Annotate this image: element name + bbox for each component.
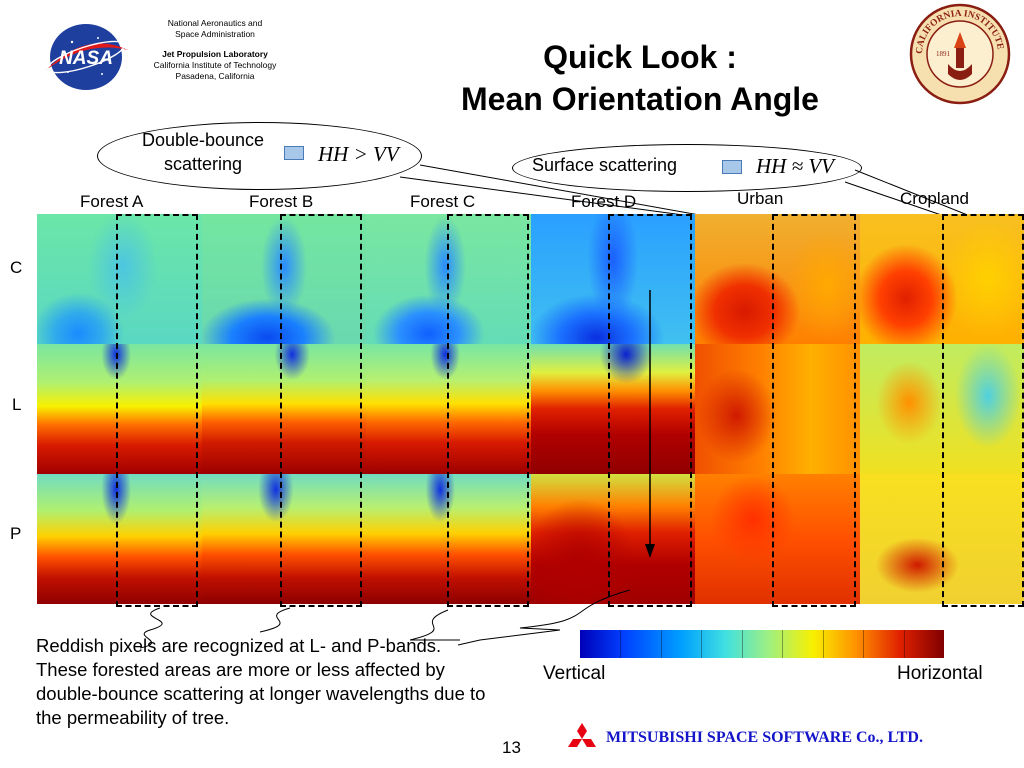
caltech-seal-logo: CALIFORNIA INSTITUTE OF TECHNOLOGY 1891 (904, 0, 1012, 106)
orientation-image (37, 214, 202, 344)
cropland-region-box (942, 214, 1024, 607)
column-label-forest-a: Forest A (80, 192, 144, 211)
colorbar (580, 630, 944, 658)
column-label-forest-c: Forest C (410, 192, 476, 211)
orientation-image (37, 344, 202, 474)
colorbar-min-label: Vertical (543, 663, 606, 684)
band-label-c: C (10, 258, 23, 277)
double-bounce-label-line2: scattering (163, 154, 243, 174)
right-arrow-icon (722, 160, 742, 174)
svg-text:NASA: NASA (59, 48, 113, 69)
orientation-image (530, 344, 695, 474)
caption-text: Reddish pixels are recognized at L- and … (36, 635, 486, 728)
nasa-logo: NASA (40, 22, 132, 92)
image-row-l-band (37, 344, 1024, 474)
mitsubishi-logo (565, 722, 599, 754)
agency-info: National Aeronautics and Space Administr… (150, 18, 280, 82)
orientation-image (201, 214, 366, 344)
slide-title: Quick Look : Mean Orientation Angle (380, 36, 900, 120)
orientation-image (530, 214, 695, 344)
agency-name-line1: National Aeronautics and (167, 18, 263, 28)
double-bounce-label: Double-bounce scattering (118, 128, 288, 176)
down-arrow-icon (645, 290, 655, 558)
lab-name: Jet Propulsion Laboratory (162, 49, 268, 59)
surface-scattering-formula: HH ≈ VV (756, 154, 835, 178)
title-line2: Mean Orientation Angle (461, 81, 819, 117)
double-bounce-formula: HH > VV (318, 142, 399, 166)
title-line1: Quick Look : (543, 39, 737, 75)
colorbar-max-label: Horizontal (897, 663, 983, 684)
page-number: 13 (502, 738, 521, 757)
forest-a-region-box (116, 214, 198, 607)
forest-d-region-box (608, 214, 692, 607)
orientation-image (695, 214, 860, 344)
band-label-l: L (12, 395, 22, 414)
forest-b-region-box (280, 214, 362, 607)
orientation-image (695, 474, 860, 604)
double-bounce-label-line1: Double-bounce (141, 130, 265, 150)
surface-scattering-label: Surface scattering (532, 155, 678, 175)
surface-scattering-bubble (512, 144, 862, 192)
orientation-image (859, 344, 1024, 474)
company-name: MITSUBISHI SPACE SOFTWARE Co., LTD. (606, 729, 923, 746)
urban-region-box (772, 214, 856, 607)
orientation-image (37, 474, 202, 604)
orientation-image (201, 474, 366, 604)
svg-text:1891: 1891 (936, 50, 951, 58)
double-bounce-bubble (97, 122, 422, 190)
column-label-cropland: Cropland (900, 189, 969, 208)
orientation-image (859, 214, 1024, 344)
orientation-image (201, 344, 366, 474)
right-arrow-icon (284, 146, 304, 160)
institute-location: Pasadena, California (175, 71, 255, 81)
orientation-image (859, 474, 1024, 604)
forest-c-region-box (447, 214, 529, 607)
column-label-forest-d: Forest D (571, 192, 637, 211)
institute-name: California Institute of Technology (153, 60, 277, 70)
band-label-p: P (10, 524, 22, 543)
agency-name-line2: Space Administration (175, 29, 255, 39)
column-label-urban: Urban (737, 189, 784, 208)
orientation-image (530, 474, 695, 604)
column-label-forest-b: Forest B (249, 192, 314, 211)
orientation-image (695, 344, 860, 474)
